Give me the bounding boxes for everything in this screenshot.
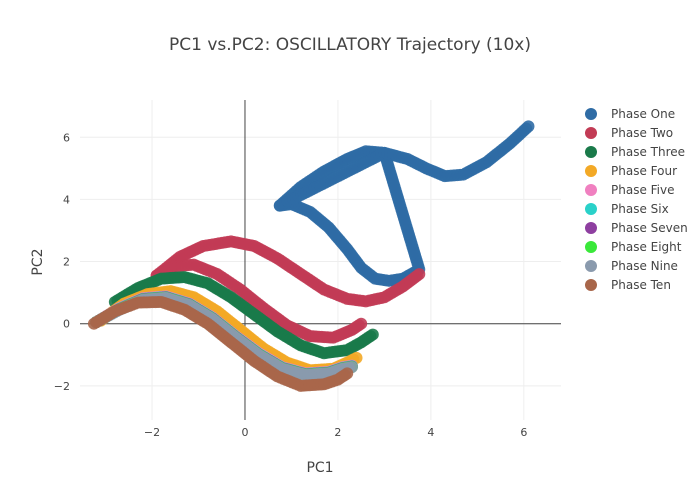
data-point bbox=[366, 328, 379, 341]
y-tick-label: 6 bbox=[63, 131, 70, 144]
legend-item[interactable]: Phase One bbox=[585, 107, 675, 121]
y-tick-label: −2 bbox=[54, 380, 70, 393]
legend-marker bbox=[585, 165, 597, 177]
series-phase-ten bbox=[87, 295, 354, 392]
legend-item[interactable]: Phase Six bbox=[585, 202, 669, 216]
data-point bbox=[522, 120, 535, 133]
legend-label: Phase Four bbox=[611, 164, 677, 178]
legend-marker bbox=[585, 108, 597, 120]
chart-title: PC1 vs.PC2: OSCILLATORY Trajectory (10x) bbox=[169, 35, 531, 55]
x-tick-label: 0 bbox=[241, 426, 248, 439]
legend-label: Phase Two bbox=[611, 126, 673, 140]
legend-item[interactable]: Phase Eight bbox=[585, 240, 682, 254]
x-tick-label: −2 bbox=[144, 426, 160, 439]
legend-marker bbox=[585, 203, 597, 215]
legend-item[interactable]: Phase Five bbox=[585, 183, 675, 197]
data-points bbox=[87, 120, 535, 392]
data-point bbox=[355, 317, 368, 330]
legend-marker bbox=[585, 222, 597, 234]
data-point bbox=[413, 268, 426, 281]
legend-marker bbox=[585, 146, 597, 158]
legend-marker bbox=[585, 127, 597, 139]
legend-label: Phase Ten bbox=[611, 278, 671, 292]
legend-item[interactable]: Phase Two bbox=[585, 126, 673, 140]
legend-item[interactable]: Phase Ten bbox=[585, 278, 671, 292]
x-axis-label: PC1 bbox=[306, 460, 333, 476]
y-tick-label: 0 bbox=[63, 318, 70, 331]
legend-label: Phase Three bbox=[611, 145, 685, 159]
series-phase-one bbox=[273, 120, 535, 287]
series-phase-two bbox=[150, 235, 426, 344]
legend-item[interactable]: Phase Nine bbox=[585, 259, 678, 273]
x-tick-label: 2 bbox=[334, 426, 341, 439]
y-tick-label: 4 bbox=[63, 193, 70, 206]
legend-item[interactable]: Phase Four bbox=[585, 164, 677, 178]
legend-label: Phase Eight bbox=[611, 240, 682, 254]
y-tick-label: 2 bbox=[63, 256, 70, 269]
legend-label: Phase Six bbox=[611, 202, 669, 216]
legend-label: Phase Seven bbox=[611, 221, 688, 235]
legend-item[interactable]: Phase Three bbox=[585, 145, 685, 159]
x-tick-label: 6 bbox=[520, 426, 527, 439]
legend-marker bbox=[585, 279, 597, 291]
legend-marker bbox=[585, 260, 597, 272]
legend-label: Phase Five bbox=[611, 183, 675, 197]
data-point bbox=[341, 367, 354, 380]
legend-label: Phase One bbox=[611, 107, 675, 121]
legend[interactable]: Phase One Phase Two Phase Three Phase Four P… bbox=[585, 107, 688, 292]
x-tick-label: 4 bbox=[427, 426, 434, 439]
legend-marker bbox=[585, 241, 597, 253]
axis-tick-labels: −2 0 2 4 6 −2 0 2 4 6 bbox=[54, 131, 528, 439]
legend-marker bbox=[585, 184, 597, 196]
legend-label: Phase Nine bbox=[611, 259, 678, 273]
legend-item[interactable]: Phase Seven bbox=[585, 221, 688, 235]
y-axis-label: PC2 bbox=[30, 248, 46, 275]
